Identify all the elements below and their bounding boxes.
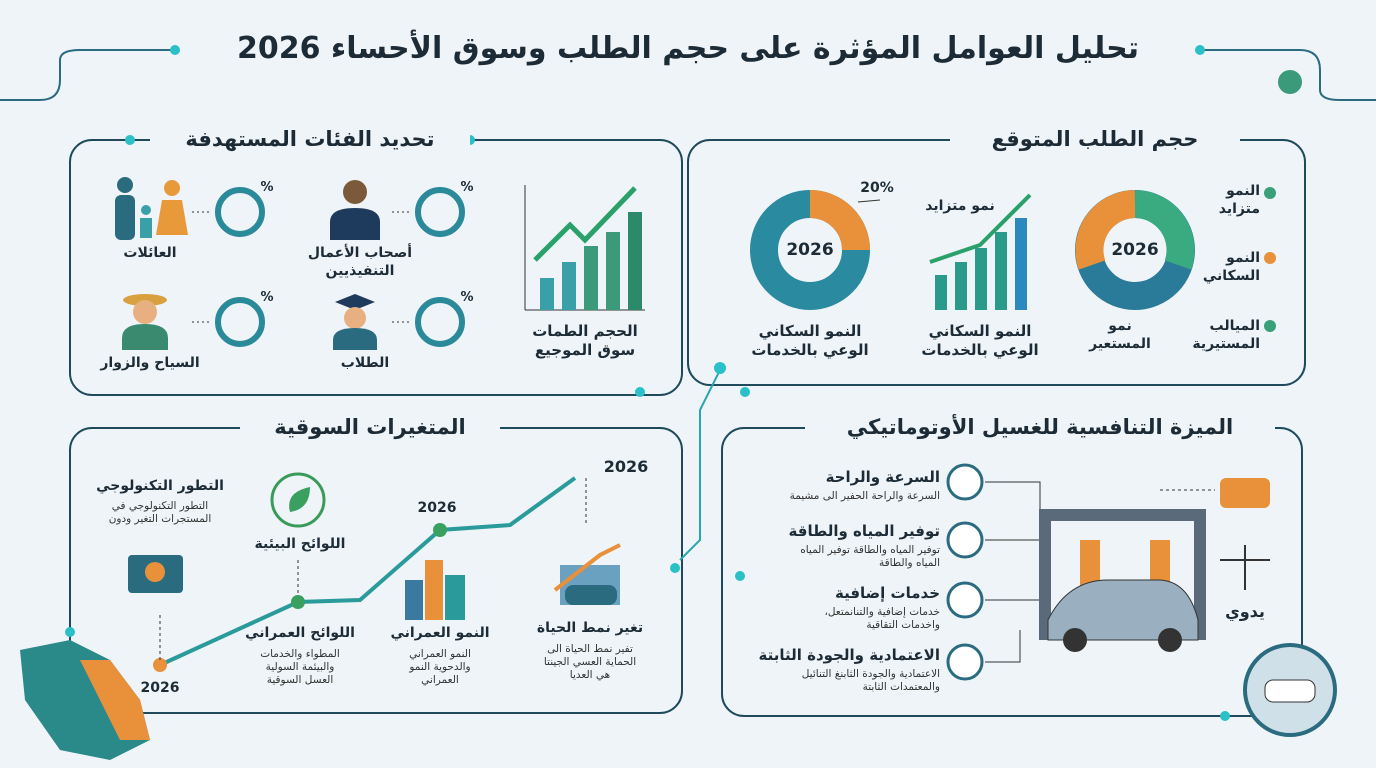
donut-center: 2026 bbox=[1111, 240, 1159, 260]
connector bbox=[0, 49, 175, 101]
variable-title: النمو العمراني bbox=[390, 625, 490, 641]
variable-desc: التطور التكنولوجي في المستجرات التغير ود… bbox=[108, 500, 212, 526]
icon-bar-chart bbox=[524, 185, 645, 311]
icon-student bbox=[333, 294, 377, 350]
year: 2026 bbox=[603, 457, 649, 476]
badge: % bbox=[260, 180, 274, 195]
section-title: المتغيرات السوقية bbox=[240, 414, 500, 441]
donut-center: 2026 bbox=[786, 240, 834, 260]
manual-label: يدوي bbox=[1225, 602, 1265, 621]
section-title: الميزة التنافسية للغسيل الأوتوماتيكي bbox=[805, 414, 1275, 441]
variable-title: التطور التكنولوجي bbox=[96, 478, 224, 494]
legend-item: النمو السكاني bbox=[1202, 250, 1260, 284]
connector bbox=[1200, 49, 1376, 101]
legend-item: نمو المستعير bbox=[1089, 318, 1151, 352]
advantage-desc: السرعة والراحة الحفير الى مشيمة bbox=[789, 490, 940, 502]
callout: 20% bbox=[860, 180, 894, 196]
advantage-desc: توفير المياه والطاقة توفير المياه المياه… bbox=[800, 544, 940, 570]
section-title: حجم الطلب المتوقع bbox=[950, 126, 1240, 153]
variable-title: اللوائح البيئية bbox=[254, 536, 346, 552]
chart-label: نمو متزايد bbox=[925, 198, 995, 214]
group-label: العائلات bbox=[123, 245, 177, 261]
variable-desc: المطواء والخدمات والبيئمة السولية العسل … bbox=[260, 648, 340, 687]
advantage-title: الاعتمادية والجودة الثابتة bbox=[758, 646, 941, 664]
icon-donut bbox=[750, 190, 870, 310]
section-title: تحديد الفئات المستهدفة bbox=[150, 126, 470, 153]
group-label: الطلاب bbox=[340, 355, 390, 371]
variable-title: تغير نمط الحياة bbox=[536, 620, 644, 636]
legend-item: النمو متزايد bbox=[1218, 183, 1260, 217]
icon-executive bbox=[330, 180, 380, 240]
year: 2026 bbox=[417, 500, 457, 516]
year: 2026 bbox=[140, 680, 180, 696]
variable-title: اللوائح العمراني bbox=[245, 625, 355, 641]
page-title: تحليل العوامل المؤثرة على حجم الطلب وسوق… bbox=[236, 31, 1140, 66]
badge: % bbox=[260, 290, 274, 305]
caption: النمو السكاني الوعي بالخدمات bbox=[751, 322, 869, 359]
icon-car-wash bbox=[1039, 509, 1206, 652]
caption: النمو السكاني الوعي بالخدمات bbox=[921, 322, 1039, 359]
icon-families bbox=[115, 177, 188, 240]
legend-item: الميالب المستيرية bbox=[1192, 318, 1260, 352]
advantage-desc: الاعتمادية والجودة الثابنغ التنائيل والم… bbox=[801, 668, 940, 694]
advantage-title: خدمات إضافية bbox=[835, 584, 940, 602]
badge: % bbox=[460, 290, 474, 305]
group-label: أصحاب الأعمال التنفيذيين bbox=[307, 245, 413, 279]
advantage-title: السرعة والراحة bbox=[825, 468, 940, 486]
variable-desc: النمو العمراني والدحوية النمو العمراني bbox=[409, 648, 471, 687]
advantage-desc: خدمات إضافية والتنانمتعل، واخدمات التقاق… bbox=[824, 606, 940, 632]
badge: % bbox=[460, 180, 474, 195]
advantage-title: توفير المياه والطاقة bbox=[788, 522, 940, 540]
variable-desc: تفير نمط الحياة الى الحماية العسي الجينت… bbox=[543, 643, 637, 682]
icon-tourist bbox=[122, 294, 168, 350]
icon-donut bbox=[1075, 190, 1195, 310]
connector bbox=[679, 369, 721, 561]
chart-caption: الحجم الطمات سوق الموجيع bbox=[532, 322, 638, 359]
group-label: السياح والزوار bbox=[100, 355, 200, 371]
